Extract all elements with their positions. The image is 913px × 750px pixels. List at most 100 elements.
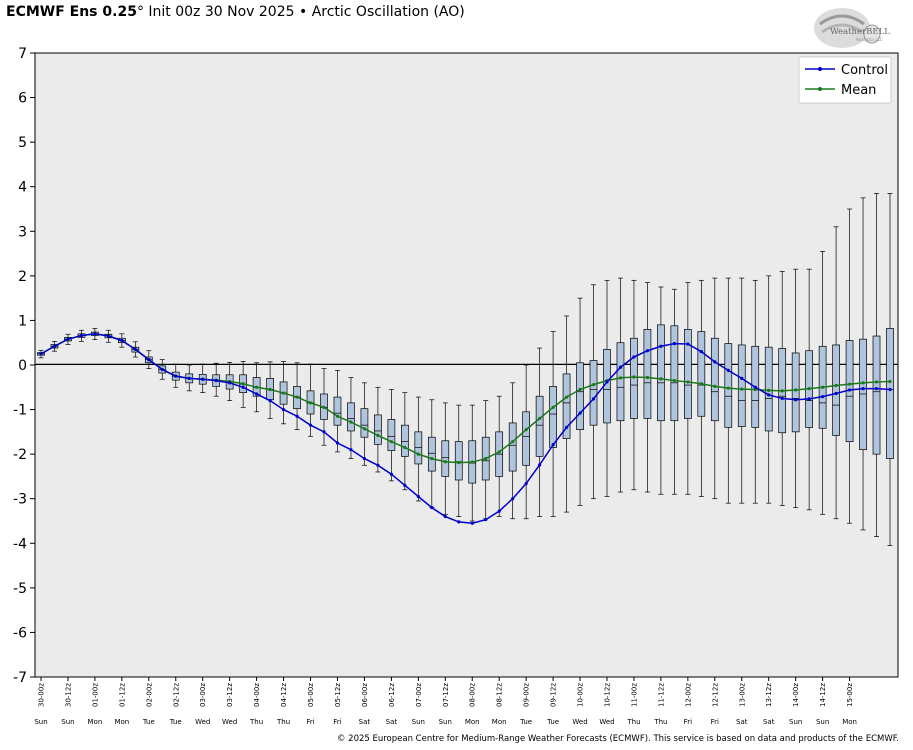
iqr-box (684, 328, 692, 419)
control-point (268, 399, 272, 403)
x-tick-label: 13-12z (765, 683, 773, 707)
y-tick-label: 5 (18, 135, 27, 151)
x-tick-label: 07-00z (415, 683, 423, 707)
mean-point (430, 457, 434, 461)
ensemble-box (724, 277, 733, 504)
ensemble-box (643, 282, 652, 493)
control-point (66, 337, 70, 341)
iqr-box (522, 411, 530, 466)
mean-point (645, 375, 650, 380)
control-point (699, 350, 703, 354)
iqr-box (616, 342, 625, 422)
ensemble-box (670, 288, 679, 495)
mean-point (618, 376, 623, 380)
y-tick-label: 4 (18, 180, 27, 196)
legend-control-marker (818, 67, 822, 71)
control-point (241, 385, 245, 389)
x-day-label: Wed (599, 718, 614, 726)
x-day-label: Sun (61, 718, 74, 726)
iqr-box (859, 338, 867, 451)
control-point (106, 334, 110, 338)
control-point (335, 441, 340, 445)
control-point (79, 333, 84, 338)
x-tick-label: 11-00z (630, 683, 638, 707)
x-day-label: Tue (546, 718, 559, 726)
mean-point (753, 387, 757, 392)
control-point (511, 497, 515, 501)
mean-point (672, 379, 676, 383)
iqr-box (333, 396, 342, 426)
x-day-label: Sat (763, 718, 775, 726)
ensemble-box (414, 396, 423, 502)
x-day-label: Sun (816, 718, 829, 726)
mean-point (821, 385, 825, 389)
control-point (201, 377, 205, 381)
iqr-box (589, 360, 598, 426)
control-point (821, 395, 825, 399)
ensemble-box (697, 279, 706, 497)
control-point (52, 344, 57, 348)
mean-point (443, 460, 447, 464)
control-point (686, 342, 690, 346)
x-day-label: Sun (412, 718, 425, 726)
control-point (376, 463, 380, 467)
mean-point (322, 405, 326, 409)
x-day-label: Fri (711, 718, 719, 726)
control-point (349, 448, 353, 452)
x-day-label: Tue (169, 718, 182, 726)
mean-point (497, 450, 501, 454)
control-point (484, 518, 488, 522)
x-tick-label: 09-12z (550, 683, 558, 707)
mean-point (389, 440, 393, 444)
x-tick-label: 10-00z (577, 683, 585, 707)
x-day-label: Fri (333, 718, 341, 726)
ensemble-box (737, 277, 746, 504)
control-point (659, 344, 663, 348)
mean-point (308, 401, 313, 405)
ensemble-box (872, 193, 881, 537)
mean-point (740, 387, 744, 391)
control-point (147, 358, 151, 362)
bullet-separator: • (298, 4, 308, 20)
mean-point (538, 416, 542, 421)
x-tick-label: 03-00z (199, 683, 207, 707)
iqr-box (360, 408, 369, 438)
control-point (524, 481, 528, 486)
control-point (538, 463, 542, 467)
x-day-label: Sat (386, 718, 398, 726)
control-point (120, 338, 124, 343)
x-tick-label: 08-12z (496, 683, 504, 707)
control-point (847, 388, 852, 392)
control-point (187, 376, 191, 380)
legend-mean-marker (818, 87, 822, 91)
control-point (578, 411, 582, 415)
x-tick-label: 11-12z (657, 683, 665, 707)
control-point (214, 379, 218, 383)
weatherbell-logo: WeatherBELL Analytics LLC (814, 8, 890, 48)
ensemble-box (360, 382, 369, 466)
control-point (308, 423, 313, 427)
iqr-box (872, 335, 881, 455)
control-point (740, 376, 744, 380)
ensemble-box (859, 197, 867, 531)
control-point (443, 514, 447, 519)
mean-point (713, 384, 717, 388)
control-point (470, 521, 474, 525)
control-point (322, 430, 326, 434)
x-day-label: Mon (88, 718, 103, 726)
iqr-box (576, 362, 584, 430)
control-point (497, 509, 501, 513)
control-point (255, 392, 259, 396)
ensemble-box (562, 315, 571, 513)
control-point (834, 391, 838, 396)
mean-point (281, 391, 286, 395)
x-tick-label: 10-12z (604, 683, 612, 707)
mean-point (335, 414, 340, 418)
mean-point (457, 461, 461, 465)
ensemble-box (441, 402, 450, 515)
x-tick-label: 06-00z (361, 683, 369, 707)
control-point (416, 494, 420, 499)
x-day-label: Tue (142, 718, 155, 726)
legend-control-label: Control (841, 63, 888, 78)
mean-point (551, 405, 555, 409)
